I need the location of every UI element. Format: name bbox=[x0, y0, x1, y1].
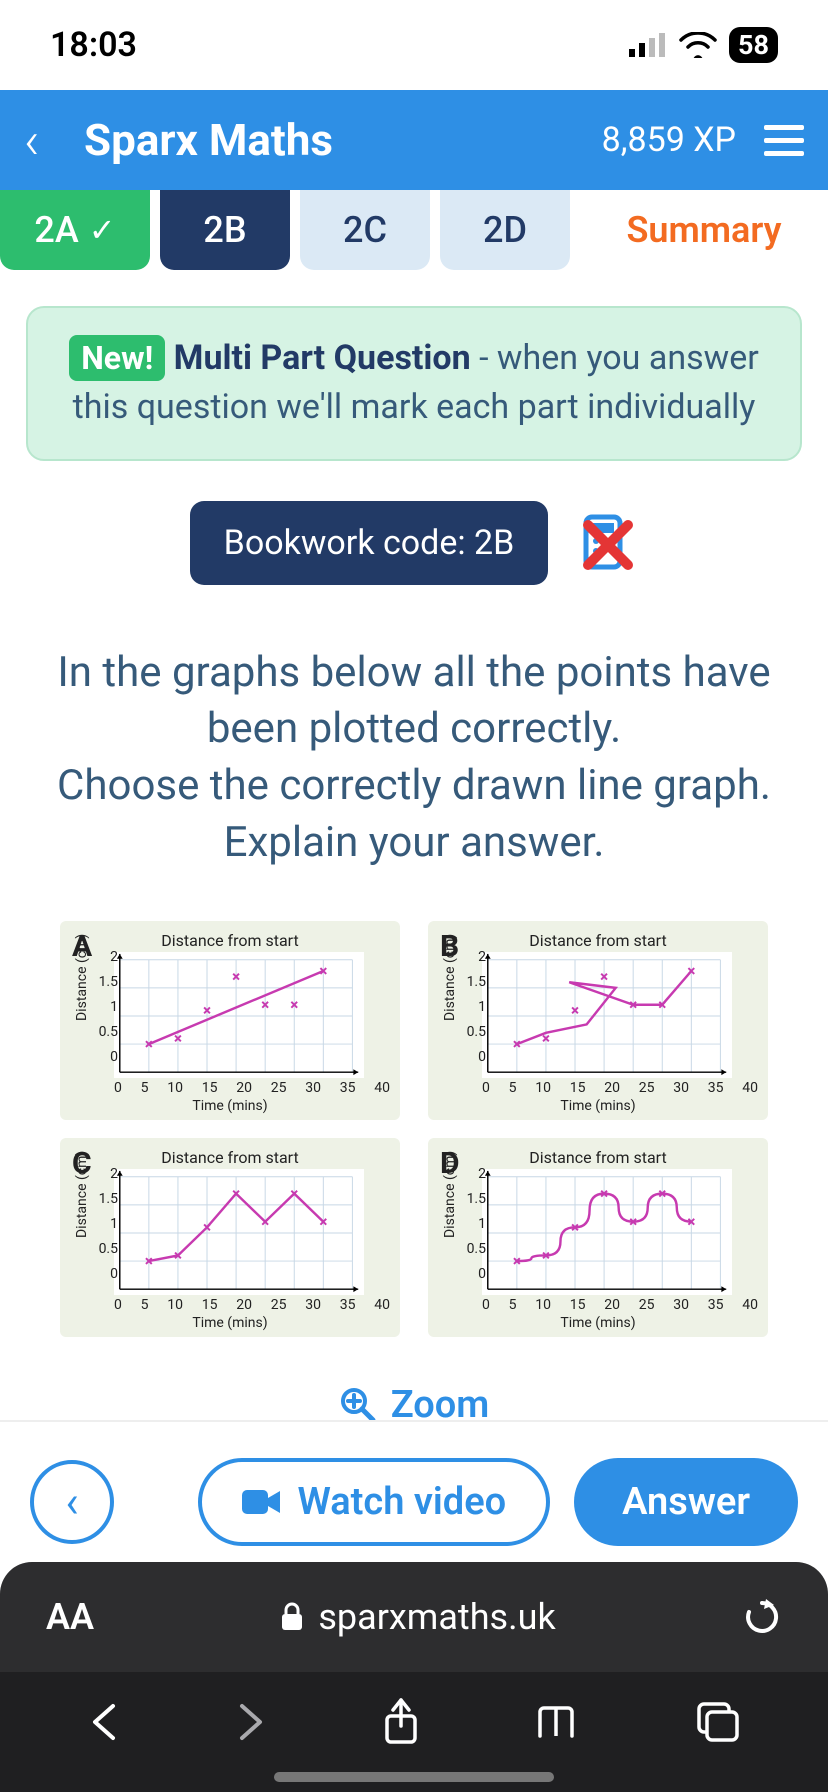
chart-plot bbox=[482, 1169, 732, 1295]
x-axis-label: Time (mins) bbox=[438, 1315, 758, 1331]
banner-text-2: this question we'll mark each part indiv… bbox=[73, 387, 756, 427]
bookmarks-button[interactable] bbox=[534, 1702, 582, 1742]
back-button[interactable]: ‹ bbox=[24, 110, 84, 171]
tab-label: 2B bbox=[203, 209, 246, 251]
cellular-icon bbox=[629, 33, 667, 57]
chart-plot bbox=[114, 1169, 364, 1295]
y-ticks: 00.511.52 bbox=[94, 1166, 118, 1282]
tab-summary[interactable]: Summary bbox=[580, 190, 828, 270]
chart-title: Distance from start bbox=[438, 931, 758, 950]
banner-mpq: Multi Part Question bbox=[174, 338, 471, 378]
chart-plot bbox=[482, 952, 732, 1078]
app-title: Sparx Maths bbox=[84, 114, 602, 166]
no-calculator-icon bbox=[574, 511, 638, 575]
tab-label: 2A bbox=[34, 209, 78, 251]
info-banner: New! Multi Part Question - when you answ… bbox=[26, 306, 802, 461]
chart-title: Distance from start bbox=[438, 1148, 758, 1167]
new-badge: New! bbox=[69, 335, 165, 381]
tab-label: Summary bbox=[626, 209, 781, 251]
question-line: Explain your answer. bbox=[34, 815, 794, 872]
y-ticks: 00.511.52 bbox=[462, 949, 486, 1065]
tab-2b[interactable]: 2B bbox=[160, 190, 290, 270]
graph-d[interactable]: D Distance from start Distance (cm) 00.5… bbox=[428, 1138, 768, 1337]
menu-button[interactable] bbox=[764, 125, 804, 156]
graph-b[interactable]: B Distance from start Distance (cm) 00.5… bbox=[428, 921, 768, 1120]
prev-button[interactable]: ‹ bbox=[30, 1460, 114, 1544]
watch-video-button[interactable]: Watch video bbox=[198, 1458, 551, 1546]
battery-level: 58 bbox=[729, 27, 778, 63]
x-axis-label: Time (mins) bbox=[70, 1315, 390, 1331]
action-bar: ‹ Watch video Answer bbox=[0, 1420, 828, 1546]
url-text: sparxmaths.uk bbox=[318, 1596, 555, 1638]
browser-forward-button[interactable] bbox=[234, 1702, 268, 1742]
y-ticks: 00.511.52 bbox=[94, 949, 118, 1065]
graph-c[interactable]: C Distance from start Distance (cm) 00.5… bbox=[60, 1138, 400, 1337]
banner-text-1: - when you answer bbox=[471, 338, 759, 378]
status-time: 18:03 bbox=[50, 25, 137, 65]
chart-title: Distance from start bbox=[70, 931, 390, 950]
y-axis-label: Distance (cm) bbox=[74, 1151, 90, 1238]
y-axis-label: Distance (cm) bbox=[442, 1151, 458, 1238]
tab-label: 2D bbox=[483, 209, 527, 251]
wifi-icon bbox=[679, 32, 717, 58]
share-button[interactable] bbox=[381, 1698, 421, 1746]
text-size-button[interactable]: AA bbox=[46, 1596, 94, 1638]
graph-a[interactable]: A Distance from start Distance (cm) 00.5… bbox=[60, 921, 400, 1120]
check-icon: ✓ bbox=[89, 211, 116, 249]
tabs-button[interactable] bbox=[695, 1700, 741, 1744]
tab-2d[interactable]: 2D bbox=[440, 190, 570, 270]
video-icon bbox=[242, 1487, 282, 1517]
tab-2a[interactable]: 2A ✓ bbox=[0, 190, 150, 270]
question-line: Choose the correctly drawn line graph. bbox=[34, 758, 794, 815]
watch-label: Watch video bbox=[298, 1480, 507, 1524]
x-ticks: 0510152025303540 bbox=[482, 1080, 758, 1096]
browser-back-button[interactable] bbox=[87, 1702, 121, 1742]
answer-label: Answer bbox=[622, 1480, 750, 1524]
tab-label: 2C bbox=[343, 209, 387, 251]
y-axis-label: Distance (cm) bbox=[74, 934, 90, 1021]
y-axis-label: Distance (cm) bbox=[442, 934, 458, 1021]
status-bar: 18:03 58 bbox=[0, 0, 828, 90]
lock-icon bbox=[280, 1602, 304, 1632]
status-right: 58 bbox=[629, 27, 778, 63]
reload-icon[interactable] bbox=[742, 1597, 782, 1637]
xp-counter: 8,859 XP bbox=[602, 120, 736, 160]
tab-2c[interactable]: 2C bbox=[300, 190, 430, 270]
y-ticks: 00.511.52 bbox=[462, 1166, 486, 1282]
bookwork-row: Bookwork code: 2B bbox=[0, 501, 828, 585]
zoom-in-icon bbox=[339, 1386, 377, 1424]
safari-url-bar[interactable]: AA sparxmaths.uk bbox=[0, 1562, 828, 1672]
x-axis-label: Time (mins) bbox=[70, 1098, 390, 1114]
x-ticks: 0510152025303540 bbox=[114, 1297, 390, 1313]
question-tabs: 2A ✓ 2B 2C 2D Summary bbox=[0, 190, 828, 270]
bookwork-code: Bookwork code: 2B bbox=[190, 501, 549, 585]
url-display[interactable]: sparxmaths.uk bbox=[280, 1596, 555, 1638]
question-text: In the graphs below all the points have … bbox=[34, 645, 794, 872]
question-line: In the graphs below all the points have … bbox=[34, 645, 794, 758]
home-indicator[interactable] bbox=[274, 1772, 554, 1782]
x-ticks: 0510152025303540 bbox=[114, 1080, 390, 1096]
safari-toolbar bbox=[0, 1672, 828, 1792]
chart-plot bbox=[114, 952, 364, 1078]
x-ticks: 0510152025303540 bbox=[482, 1297, 758, 1313]
x-axis-label: Time (mins) bbox=[438, 1098, 758, 1114]
app-header: ‹ Sparx Maths 8,859 XP bbox=[0, 90, 828, 190]
chart-title: Distance from start bbox=[70, 1148, 390, 1167]
answer-button[interactable]: Answer bbox=[574, 1458, 798, 1546]
graphs-grid[interactable]: A Distance from start Distance (cm) 00.5… bbox=[60, 921, 768, 1337]
